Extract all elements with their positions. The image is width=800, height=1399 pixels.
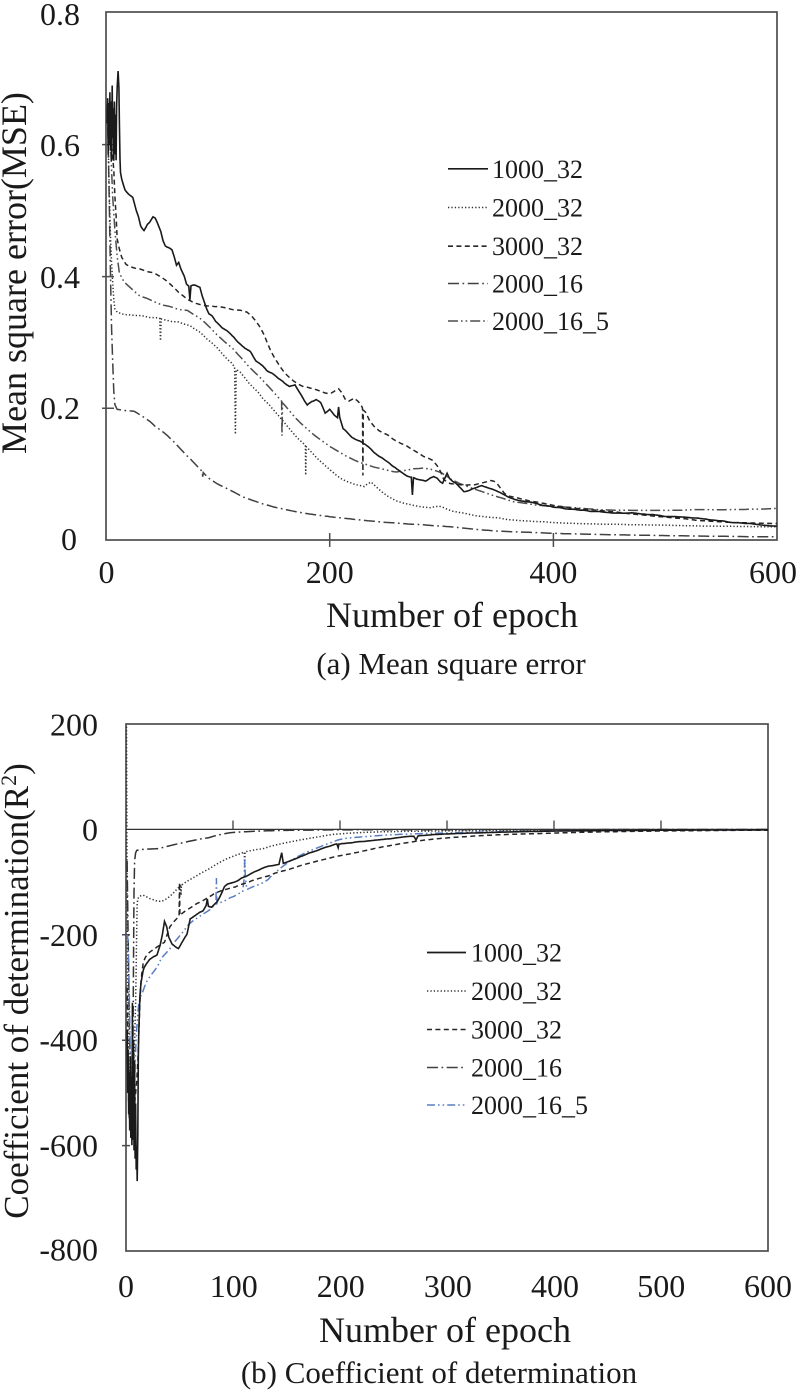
svg-text:2000_16: 2000_16 xyxy=(492,270,583,299)
svg-text:0.6: 0.6 xyxy=(40,127,80,163)
svg-text:200: 200 xyxy=(50,707,98,743)
svg-text:100: 100 xyxy=(210,1268,258,1304)
svg-text:2000_16: 2000_16 xyxy=(471,1054,562,1083)
svg-text:-600: -600 xyxy=(39,1128,98,1164)
svg-text:2000_16_5: 2000_16_5 xyxy=(492,307,609,336)
svg-text:0.4: 0.4 xyxy=(40,259,80,295)
svg-text:3000_32: 3000_32 xyxy=(471,1016,562,1045)
svg-text:0: 0 xyxy=(61,521,77,557)
svg-text:0.2: 0.2 xyxy=(40,390,80,426)
svg-text:2000_32: 2000_32 xyxy=(471,977,562,1006)
svg-text:-400: -400 xyxy=(39,1022,98,1058)
svg-text:Mean square error(MSE): Mean square error(MSE) xyxy=(0,92,34,454)
svg-text:-800: -800 xyxy=(39,1232,98,1268)
svg-text:0: 0 xyxy=(118,1268,134,1304)
svg-text:200: 200 xyxy=(317,1268,365,1304)
svg-text:2000_32: 2000_32 xyxy=(492,194,583,223)
svg-text:(b) Coefficient of determinati: (b) Coefficient of determination xyxy=(241,1355,638,1390)
svg-text:600: 600 xyxy=(744,1268,792,1304)
svg-text:1000_32: 1000_32 xyxy=(471,939,562,968)
svg-text:Number of epoch: Number of epoch xyxy=(326,595,578,635)
svg-text:Number of epoch: Number of epoch xyxy=(319,1310,571,1350)
svg-text:(a) Mean square error: (a) Mean square error xyxy=(316,646,586,681)
svg-text:600: 600 xyxy=(749,554,797,590)
svg-text:200: 200 xyxy=(306,554,354,590)
svg-text:-200: -200 xyxy=(39,917,98,953)
svg-text:2000_16_5: 2000_16_5 xyxy=(471,1091,588,1120)
svg-text:400: 400 xyxy=(531,1268,579,1304)
svg-text:500: 500 xyxy=(637,1268,685,1304)
svg-text:400: 400 xyxy=(529,554,577,590)
svg-text:0.8: 0.8 xyxy=(40,0,80,32)
svg-text:0: 0 xyxy=(99,554,115,590)
svg-text:300: 300 xyxy=(424,1268,472,1304)
svg-text:0: 0 xyxy=(82,812,98,848)
svg-text:1000_32: 1000_32 xyxy=(492,155,583,184)
svg-text:3000_32: 3000_32 xyxy=(492,232,583,261)
svg-text:Coefficient of determination(R: Coefficient of determination(R2) xyxy=(0,763,36,1219)
